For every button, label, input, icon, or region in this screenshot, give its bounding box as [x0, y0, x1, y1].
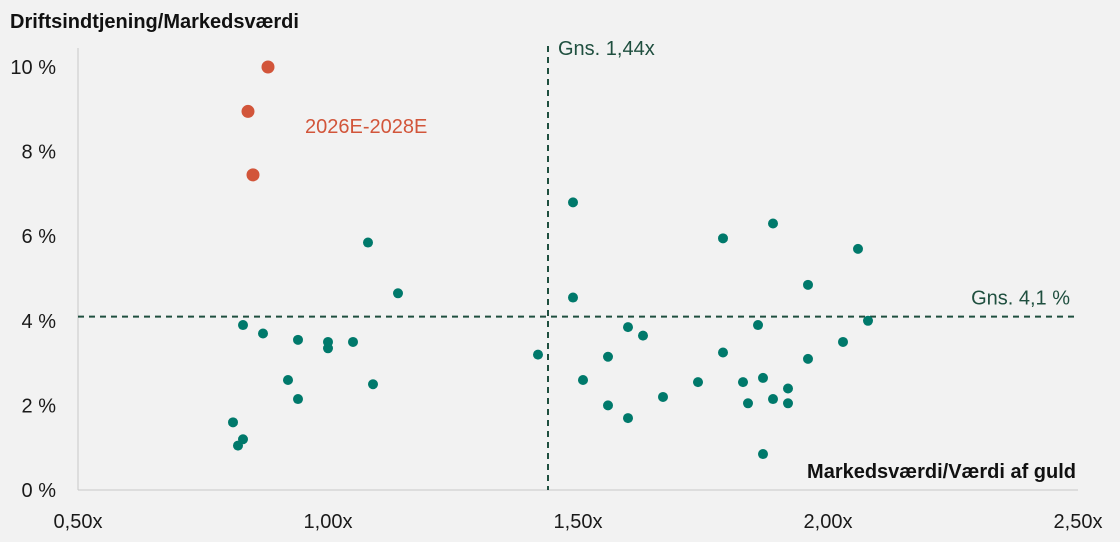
data-point-14: [533, 349, 543, 360]
data-point-4: [258, 328, 268, 339]
data-point-30: [758, 372, 768, 383]
reference-lines: [78, 46, 1078, 490]
data-point-2: [238, 434, 248, 445]
y-axis-title: Driftsindtjening/Markedsværdi: [10, 11, 299, 33]
highlight-point-1: [241, 104, 255, 118]
data-point-36: [803, 279, 813, 290]
data-point-6: [293, 394, 303, 405]
data-point-28: [743, 398, 753, 409]
x-tick-label: 1,00x: [304, 511, 353, 533]
x-tick-label: 0,50x: [54, 511, 103, 533]
data-point-37: [803, 353, 813, 364]
data-point-40: [863, 315, 873, 326]
highlight-series-label: 2026E-2028E: [305, 116, 427, 138]
data-point-35: [783, 398, 793, 409]
data-point-12: [368, 379, 378, 390]
data-point-21: [623, 322, 633, 333]
highlight-point-2: [246, 168, 260, 182]
y-tick-labels: 0 % 2 % 4 % 6 % 8 % 10 %: [10, 57, 56, 502]
horizontal-reference-label: Gns. 4,1 %: [971, 288, 1070, 310]
data-point-15: [568, 197, 578, 208]
data-point-31: [758, 449, 768, 460]
data-point-9: [323, 336, 333, 347]
data-point-22: [638, 330, 648, 341]
y-tick-label: 8 %: [22, 142, 57, 164]
y-tick-label: 4 %: [22, 311, 57, 333]
x-tick-label: 2,50x: [1054, 511, 1103, 533]
highlight-point-0: [261, 60, 275, 74]
data-point-38: [838, 336, 848, 347]
data-point-34: [783, 383, 793, 394]
data-point-39: [853, 243, 863, 254]
data-point-5: [283, 375, 293, 386]
data-point-19: [603, 400, 613, 411]
x-axis-title: Markedsværdi/Værdi af guld: [807, 461, 1076, 483]
y-tick-label: 2 %: [22, 395, 57, 417]
data-point-25: [718, 233, 728, 244]
data-point-24: [693, 377, 703, 388]
data-point-26: [718, 347, 728, 358]
x-tick-labels: 0,50x 1,00x 1,50x 2,00x 2,50x: [54, 511, 1103, 533]
data-point-13: [393, 288, 403, 299]
data-point-11: [363, 237, 373, 248]
data-points: [228, 60, 873, 460]
data-point-29: [753, 320, 763, 331]
x-tick-label: 2,00x: [804, 511, 853, 533]
data-point-27: [738, 377, 748, 388]
data-point-23: [658, 391, 668, 402]
data-point-0: [228, 417, 238, 428]
data-point-7: [293, 334, 303, 345]
data-point-16: [568, 292, 578, 303]
data-point-10: [348, 336, 358, 347]
y-tick-label: 0 %: [22, 480, 57, 502]
y-tick-label: 6 %: [22, 226, 57, 248]
data-point-18: [603, 351, 613, 362]
data-point-33: [768, 394, 778, 405]
data-point-3: [238, 320, 248, 331]
vertical-reference-label: Gns. 1,44x: [558, 38, 655, 60]
data-point-20: [623, 413, 633, 424]
data-point-17: [578, 375, 588, 386]
x-tick-label: 1,50x: [554, 511, 603, 533]
data-point-32: [768, 218, 778, 229]
y-tick-label: 10 %: [10, 57, 56, 79]
